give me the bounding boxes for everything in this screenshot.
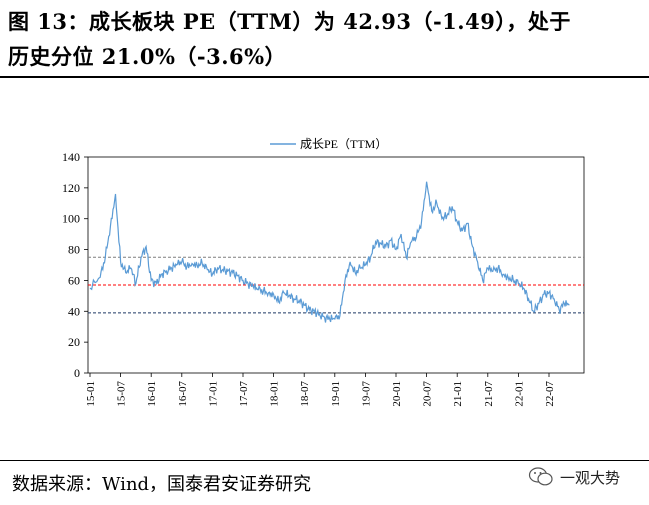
legend: 成长PE（TTM） — [270, 137, 387, 151]
reference-lines — [88, 256, 584, 314]
x-tick-label: 20-01 — [391, 381, 403, 407]
x-tick-label: 15-01 — [85, 381, 97, 407]
x-tick-label: 18-01 — [269, 381, 281, 407]
series-group — [89, 181, 570, 323]
wechat-logo-icon — [528, 467, 553, 486]
x-tick-label: 15-07 — [116, 381, 128, 407]
x-tick-label: 21-01 — [452, 381, 464, 407]
x-tick-label: 16-07 — [177, 381, 189, 407]
y-tick-label: 80 — [68, 243, 80, 257]
y-tick-label: 40 — [68, 304, 80, 318]
title-line-2: 历史分位 21.0%（-3.6%） — [8, 44, 287, 69]
figure-title: 图 13：成长板块 PE（TTM）为 42.93（-1.49），处于 历史分位 … — [8, 4, 644, 74]
legend-label: 成长PE（TTM） — [300, 137, 387, 151]
x-tick-label: 22-01 — [513, 381, 525, 407]
plot-frame — [87, 156, 585, 374]
y-tick-label: 120 — [62, 181, 80, 195]
x-tick-label: 18-07 — [299, 381, 311, 407]
x-axis: 15-01 15-07 16-01 16-07 17-01 17-07 18-01 18-07… — [85, 373, 556, 407]
y-tick-label: 60 — [68, 273, 80, 287]
watermark-text: 一观大势 — [560, 468, 621, 487]
x-tick-label: 22-07 — [544, 381, 556, 407]
top-rule — [0, 76, 649, 78]
x-tick-label: 16-01 — [146, 381, 158, 407]
x-tick-label: 19-01 — [330, 381, 342, 407]
x-tick-label: 21-07 — [483, 381, 495, 407]
title-line-1: 图 13：成长板块 PE（TTM）为 42.93（-1.49），处于 — [8, 9, 571, 34]
x-tick-label: 17-01 — [207, 381, 219, 407]
x-tick-label: 19-07 — [360, 381, 372, 407]
watermark: 一观大势 — [528, 466, 620, 488]
x-tick-label: 17-07 — [238, 381, 250, 407]
bottom-rule — [0, 460, 649, 461]
y-tick-label: 100 — [62, 212, 80, 226]
series-line — [89, 181, 570, 323]
x-tick-label: 20-07 — [422, 381, 434, 407]
y-tick-label: 0 — [74, 366, 80, 380]
y-tick-label: 20 — [68, 335, 80, 349]
y-tick-label: 140 — [62, 150, 80, 164]
source-note: 数据来源：Wind，国泰君安证券研究 — [12, 474, 312, 495]
y-axis: 0 20 40 60 80 100 120 140 — [62, 150, 88, 380]
